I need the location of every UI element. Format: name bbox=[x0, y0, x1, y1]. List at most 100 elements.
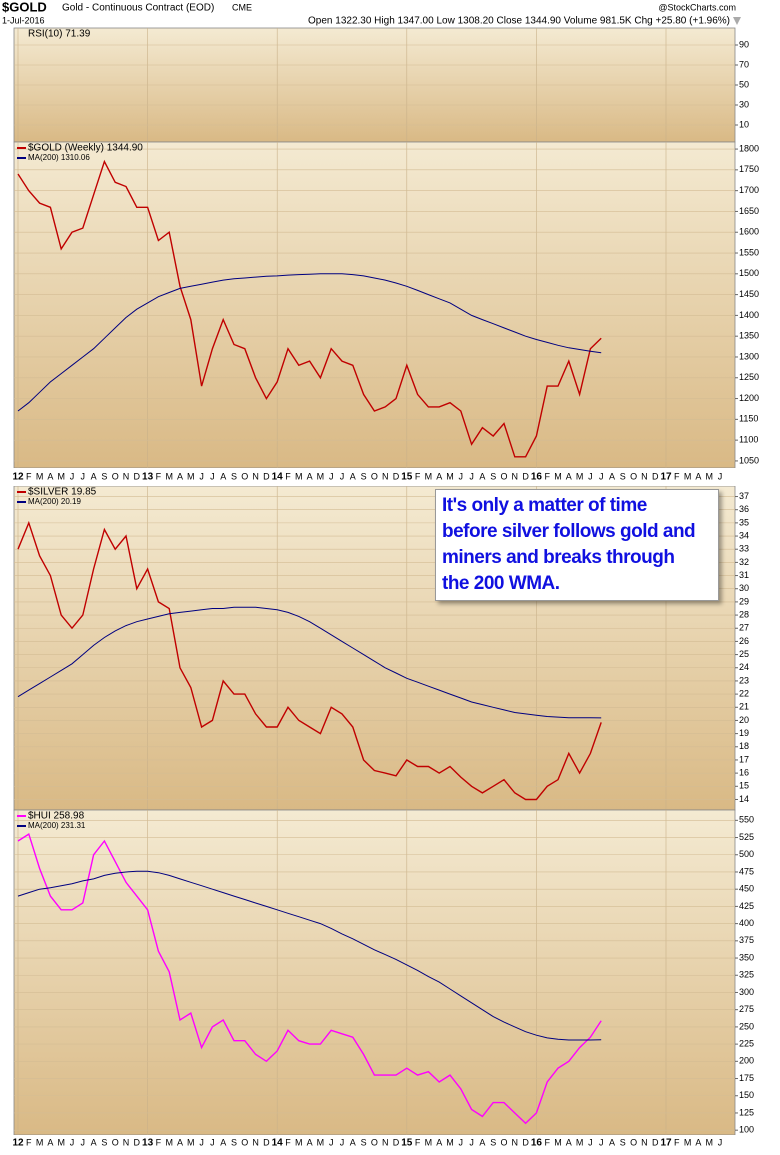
x-tick-label: D bbox=[522, 471, 529, 481]
annotation-line: miners and breaks through bbox=[442, 547, 675, 568]
y-tick-label: 10 bbox=[739, 119, 749, 129]
x-tick-label: S bbox=[101, 1137, 107, 1147]
y-tick-label: 250 bbox=[739, 1021, 754, 1031]
date: 1-Jul-2016 bbox=[2, 15, 45, 25]
y-tick-label: 450 bbox=[739, 884, 754, 894]
x-tick-label: A bbox=[436, 1137, 442, 1147]
x-tick-label: F bbox=[674, 471, 680, 481]
y-tick-label: 1400 bbox=[739, 310, 759, 320]
y-tick-label: 28 bbox=[739, 609, 749, 619]
x-tick-label: M bbox=[554, 471, 562, 481]
x-tick-label: S bbox=[620, 471, 626, 481]
y-tick-label: 19 bbox=[739, 728, 749, 738]
y-tick-label: 550 bbox=[739, 815, 754, 825]
x-tick-label: M bbox=[317, 1137, 325, 1147]
quote: Open 1322.30 High 1347.00 Low 1308.20 Cl… bbox=[308, 16, 730, 27]
x-tick-label: O bbox=[112, 1137, 119, 1147]
x-tick-label: M bbox=[425, 471, 433, 481]
x-tick-label: 12 bbox=[12, 1138, 24, 1149]
x-tick-label: M bbox=[187, 1137, 195, 1147]
x-tick-label: J bbox=[599, 471, 604, 481]
x-tick-label: 17 bbox=[660, 472, 672, 483]
y-tick-label: 14 bbox=[739, 794, 749, 804]
y-tick-label: 425 bbox=[739, 901, 754, 911]
x-tick-label: M bbox=[446, 1137, 454, 1147]
x-tick-label: O bbox=[241, 471, 248, 481]
y-tick-label: 1750 bbox=[739, 164, 759, 174]
x-tick-label: M bbox=[705, 471, 713, 481]
y-tick-label: 18 bbox=[739, 741, 749, 751]
y-tick-label: 1800 bbox=[739, 143, 759, 153]
x-tick-label: N bbox=[512, 471, 519, 481]
legend-entry: MA(200) 20.19 bbox=[28, 497, 81, 506]
x-tick-label: 14 bbox=[272, 1138, 284, 1149]
y-tick-label: 29 bbox=[739, 596, 749, 606]
ma-line bbox=[17, 870, 602, 1041]
source: @StockCharts.com bbox=[658, 2, 736, 12]
x-tick-label: A bbox=[566, 471, 572, 481]
x-tick-label: J bbox=[329, 471, 334, 481]
x-tick-label: D bbox=[393, 1137, 400, 1147]
price-line bbox=[17, 833, 602, 1125]
x-tick-label: N bbox=[382, 471, 389, 481]
x-tick-label: A bbox=[695, 1137, 701, 1147]
x-tick-label: M bbox=[317, 471, 325, 481]
x-tick-label: 17 bbox=[660, 1138, 672, 1149]
x-tick-label: S bbox=[361, 471, 367, 481]
x-tick-label: A bbox=[47, 1137, 53, 1147]
x-tick-label: M bbox=[295, 1137, 303, 1147]
description: Gold - Continuous Contract (EOD) bbox=[62, 3, 214, 14]
x-tick-label: S bbox=[490, 1137, 496, 1147]
x-tick-label: A bbox=[307, 1137, 313, 1147]
y-tick-label: 50 bbox=[739, 79, 749, 89]
price-line bbox=[17, 520, 602, 801]
y-tick-label: 25 bbox=[739, 649, 749, 659]
y-tick-label: 1300 bbox=[739, 351, 759, 361]
x-tick-label: M bbox=[187, 471, 195, 481]
x-tick-label: D bbox=[263, 1137, 270, 1147]
x-tick-label: A bbox=[350, 471, 356, 481]
x-tick-label: A bbox=[566, 1137, 572, 1147]
y-tick-label: 23 bbox=[739, 675, 749, 685]
x-tick-label: J bbox=[459, 1137, 464, 1147]
x-tick-label: O bbox=[371, 471, 378, 481]
x-tick-label: 16 bbox=[531, 1138, 543, 1149]
x-tick-label: M bbox=[576, 1137, 584, 1147]
x-tick-label: A bbox=[350, 1137, 356, 1147]
x-tick-label: J bbox=[340, 1137, 345, 1147]
x-tick-label: A bbox=[220, 1137, 226, 1147]
x-tick-label: J bbox=[459, 471, 464, 481]
x-tick-label: O bbox=[630, 471, 637, 481]
y-tick-label: 90 bbox=[739, 39, 749, 49]
x-tick-label: A bbox=[307, 471, 313, 481]
y-tick-label: 24 bbox=[739, 662, 749, 672]
y-tick-label: 400 bbox=[739, 918, 754, 928]
y-tick-label: 1350 bbox=[739, 331, 759, 341]
y-tick-label: 500 bbox=[739, 849, 754, 859]
y-tick-label: 1150 bbox=[739, 414, 758, 424]
x-tick-label: D bbox=[263, 471, 270, 481]
x-tick-label: M bbox=[36, 1137, 44, 1147]
y-tick-label: 30 bbox=[739, 99, 749, 109]
x-tick-label: J bbox=[599, 1137, 604, 1147]
x-tick-label: 16 bbox=[531, 472, 543, 483]
x-tick-label: O bbox=[112, 471, 119, 481]
y-tick-label: 34 bbox=[739, 530, 749, 540]
x-tick-label: J bbox=[340, 471, 345, 481]
x-tick-label: 13 bbox=[142, 1138, 154, 1149]
x-tick-label: J bbox=[588, 1137, 593, 1147]
x-tick-label: F bbox=[415, 471, 421, 481]
legend-entry: $GOLD (Weekly) 1344.90 bbox=[28, 143, 143, 154]
x-tick-label: F bbox=[415, 1137, 421, 1147]
y-tick-label: 15 bbox=[739, 781, 749, 791]
x-tick-label: M bbox=[36, 471, 44, 481]
x-tick-label: M bbox=[165, 1137, 173, 1147]
x-tick-label: J bbox=[210, 1137, 215, 1147]
time-axis-background bbox=[0, 468, 780, 486]
x-tick-label: A bbox=[91, 471, 97, 481]
x-tick-label: F bbox=[544, 471, 550, 481]
x-tick-label: S bbox=[231, 471, 237, 481]
x-tick-label: F bbox=[26, 471, 32, 481]
x-tick-label: N bbox=[512, 1137, 519, 1147]
